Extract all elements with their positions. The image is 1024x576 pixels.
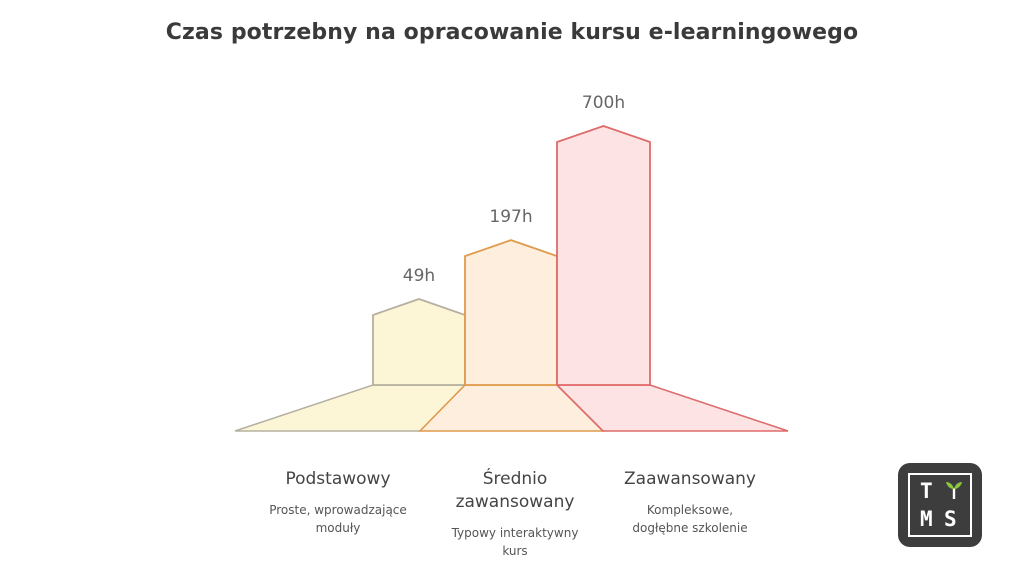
category-description: Kompleksowe, dogłębne szkolenie: [632, 503, 748, 535]
logo-frame: [908, 473, 972, 537]
bar-1: [464, 239, 558, 386]
category-sredni: Średnio zawansowany Typowy interaktywny …: [440, 468, 590, 560]
value-label-2: 700h: [582, 93, 625, 113]
logo-letter-s: S: [944, 507, 957, 531]
category-zaawansowany: Zaawansowany Kompleksowe, dogłębne szkol…: [600, 468, 780, 537]
chart-title: Czas potrzebny na opracowanie kursu e-le…: [165, 20, 859, 45]
value-label-0: 49h: [403, 266, 435, 286]
logo-letter-m: M: [920, 507, 933, 531]
category-name: Średnio zawansowany: [455, 469, 575, 512]
category-name: Zaawansowany: [624, 469, 756, 489]
sprout-icon: [946, 482, 962, 499]
tms-logo: T M S: [898, 463, 982, 547]
category-description: Typowy interaktywny kurs: [451, 526, 579, 558]
category-name: Podstawowy: [285, 469, 391, 489]
category-podstawowy: Podstawowy Proste, wprowadzające moduły: [248, 468, 428, 537]
value-label-1: 197h: [489, 207, 532, 227]
bar-2: [556, 125, 651, 386]
logo-letter-t: T: [920, 479, 933, 503]
bar-0: [372, 298, 466, 386]
category-description: Proste, wprowadzające moduły: [269, 503, 407, 535]
